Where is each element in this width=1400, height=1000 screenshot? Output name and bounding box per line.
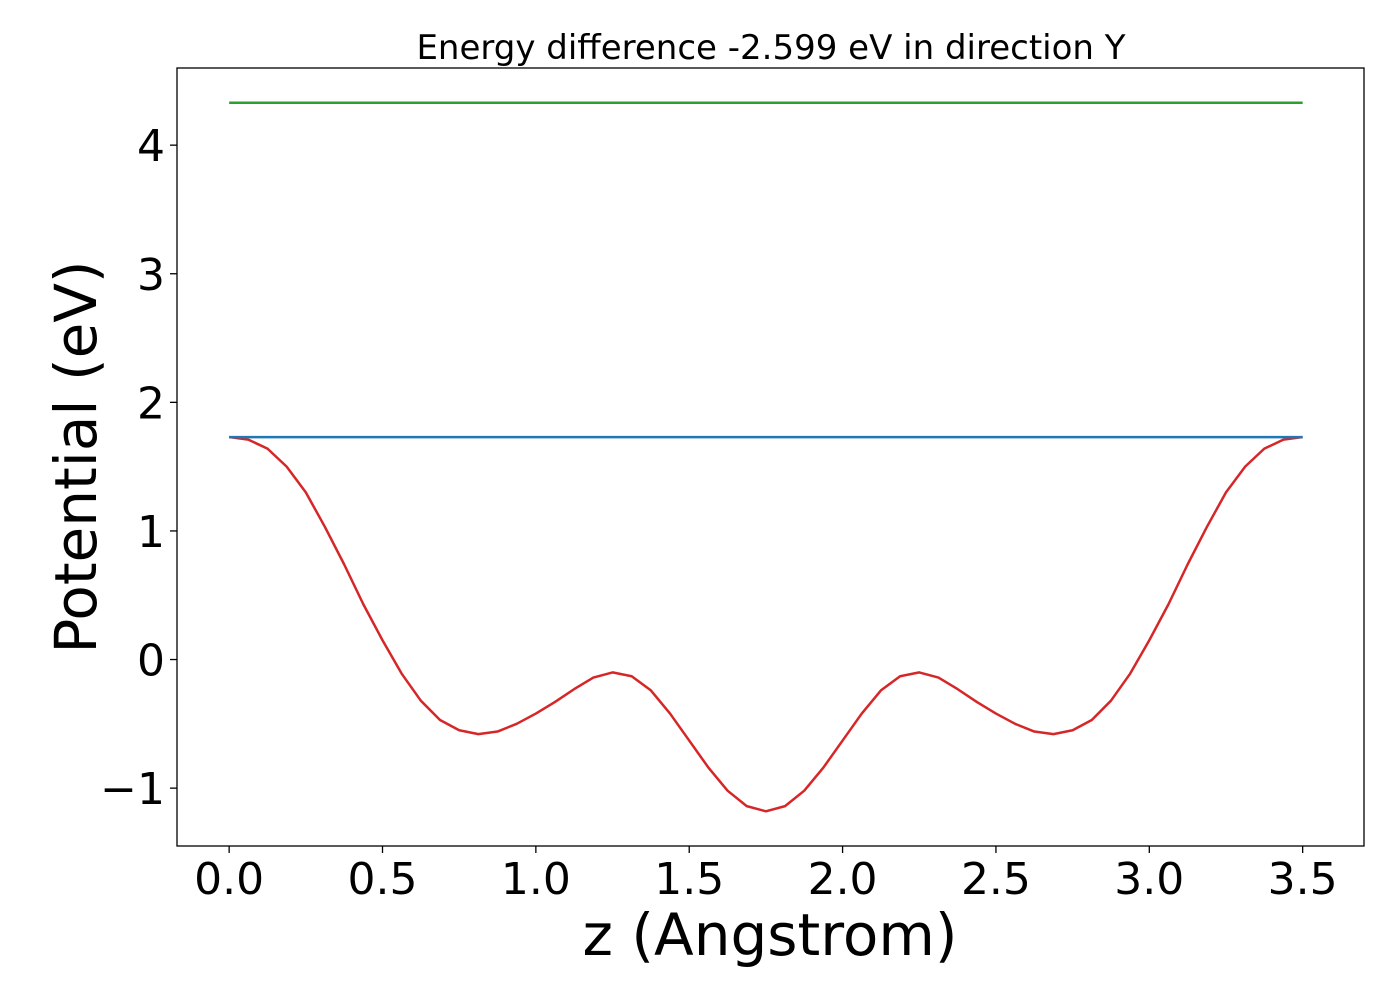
- x-axis-title: z (Angstrom): [583, 901, 958, 969]
- series-layer: [228, 101, 1303, 813]
- x-tick-label: 3.5: [1268, 854, 1338, 905]
- plot-frame: [176, 67, 1365, 847]
- x-tick-label: 0.5: [348, 854, 418, 905]
- y-tick-label: 3: [137, 250, 165, 301]
- x-tick-label: 0.0: [194, 854, 264, 905]
- x-tick-label: 1.5: [654, 854, 724, 905]
- y-axis-title: Potential (eV): [42, 260, 110, 653]
- y-tick-label: 2: [137, 378, 165, 429]
- y-axis: −1 0 1 2 3 4: [100, 121, 177, 815]
- x-axis: 0.0 0.5 1.0 1.5 2.0 2.5 3.0 3.5: [194, 846, 1338, 905]
- series-line-1: [228, 435, 1303, 813]
- y-tick-label: 1: [137, 507, 165, 558]
- chart-title: Energy difference -2.599 eV in direction…: [416, 28, 1125, 68]
- y-tick-label: 4: [137, 121, 165, 172]
- x-tick-label: 2.5: [961, 854, 1031, 905]
- x-tick-label: 1.0: [501, 854, 571, 905]
- y-tick-label: −1: [100, 764, 165, 815]
- x-tick-label: 2.0: [808, 854, 878, 905]
- y-tick-label: 0: [137, 636, 165, 687]
- x-tick-label: 3.0: [1114, 854, 1184, 905]
